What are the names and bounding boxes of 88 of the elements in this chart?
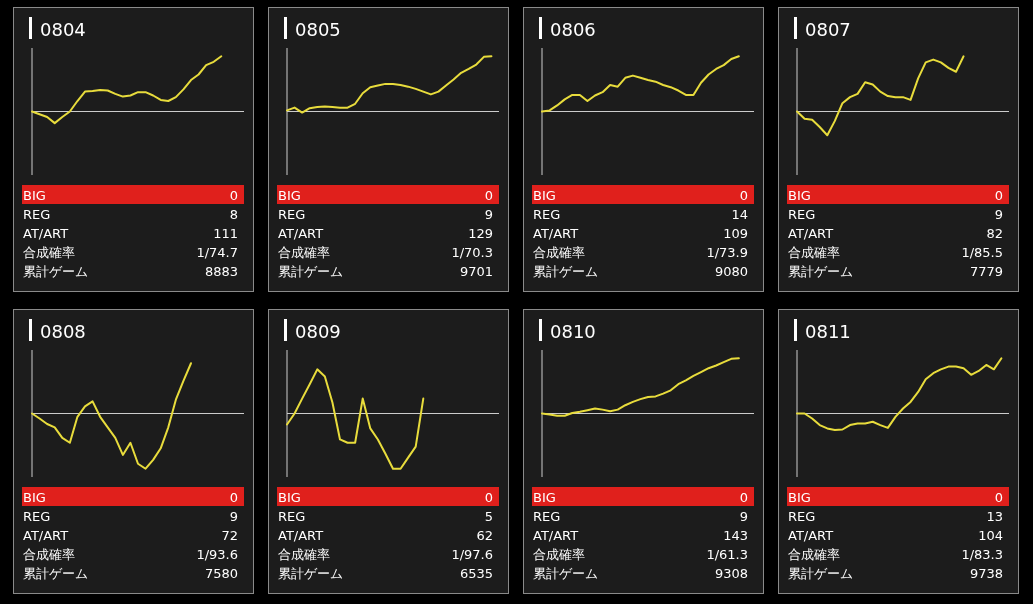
text: 合成確率 <box>23 546 75 562</box>
text: 0 <box>484 489 493 505</box>
text: 合成確率 <box>278 244 330 260</box>
text: 0 <box>484 187 493 203</box>
text: 9 <box>739 508 748 524</box>
text: 62 <box>476 527 493 543</box>
text: 0 <box>994 489 1003 505</box>
text: REG <box>23 206 51 222</box>
text: REG <box>788 508 816 524</box>
text: BIG <box>533 187 556 203</box>
text: 累計ゲーム <box>278 263 343 279</box>
text: 6535 <box>459 565 493 581</box>
text: BIG <box>278 187 301 203</box>
chart-title: 0810 <box>550 321 596 342</box>
text: 8 <box>229 206 238 222</box>
chart-title: 0808 <box>40 321 86 342</box>
text: 72 <box>221 527 238 543</box>
text: 合成確率 <box>788 546 840 562</box>
text: 0 <box>229 187 238 203</box>
text: REG <box>278 508 306 524</box>
text: 1/61.3 <box>706 546 748 562</box>
text: 1/83.3 <box>961 546 1003 562</box>
text: 合成確率 <box>533 244 585 260</box>
text: AT/ART <box>278 527 324 543</box>
chart-title: 0811 <box>805 321 851 342</box>
text: 8883 <box>204 263 238 279</box>
text: 1/74.7 <box>196 244 238 260</box>
text: 合成確率 <box>278 546 330 562</box>
text: 0 <box>229 489 238 505</box>
text: 9 <box>484 206 493 222</box>
text: 1/93.6 <box>196 546 238 562</box>
text: 9 <box>994 206 1003 222</box>
text: REG <box>278 206 306 222</box>
text: AT/ART <box>23 225 69 241</box>
text: 9738 <box>969 565 1003 581</box>
text: REG <box>788 206 816 222</box>
text: 7779 <box>969 263 1003 279</box>
text: 9080 <box>714 263 748 279</box>
text: REG <box>23 508 51 524</box>
text: AT/ART <box>278 225 324 241</box>
text: 累計ゲーム <box>278 565 343 581</box>
text: BIG <box>278 489 301 505</box>
text: 109 <box>723 225 748 241</box>
text: 1/70.3 <box>451 244 493 260</box>
text: BIG <box>23 187 46 203</box>
text: BIG <box>788 187 811 203</box>
text: 9308 <box>714 565 748 581</box>
text: 1/85.5 <box>961 244 1003 260</box>
text: 14 <box>731 206 748 222</box>
text: 129 <box>468 225 493 241</box>
text: 累計ゲーム <box>788 565 853 581</box>
text: 累計ゲーム <box>23 565 88 581</box>
text: 104 <box>978 527 1003 543</box>
text: 0 <box>739 489 748 505</box>
text: AT/ART <box>788 527 834 543</box>
text: AT/ART <box>788 225 834 241</box>
chart-title: 0807 <box>805 19 851 40</box>
text: 9701 <box>459 263 493 279</box>
chart-title: 0809 <box>295 321 341 342</box>
text: 累計ゲーム <box>788 263 853 279</box>
text: 5 <box>484 508 493 524</box>
text: 合成確率 <box>533 546 585 562</box>
text: 1/73.9 <box>706 244 748 260</box>
text: 143 <box>723 527 748 543</box>
text: 9 <box>229 508 238 524</box>
text: 111 <box>213 225 238 241</box>
text: REG <box>533 508 561 524</box>
text: 82 <box>986 225 1003 241</box>
text: 0 <box>739 187 748 203</box>
chart-title: 0804 <box>40 19 86 40</box>
text: AT/ART <box>533 527 579 543</box>
text: 合成確率 <box>23 244 75 260</box>
text: 7580 <box>204 565 238 581</box>
text: BIG <box>23 489 46 505</box>
chart-title: 0806 <box>550 19 596 40</box>
text: 1/97.6 <box>451 546 493 562</box>
text: AT/ART <box>23 527 69 543</box>
text: 0 <box>994 187 1003 203</box>
text: BIG <box>788 489 811 505</box>
text: 13 <box>986 508 1003 524</box>
text: 累計ゲーム <box>533 565 598 581</box>
text: 累計ゲーム <box>23 263 88 279</box>
chart-title: 0805 <box>295 19 341 40</box>
text: 累計ゲーム <box>533 263 598 279</box>
text: BIG <box>533 489 556 505</box>
text: 合成確率 <box>788 244 840 260</box>
text: REG <box>533 206 561 222</box>
text: AT/ART <box>533 225 579 241</box>
